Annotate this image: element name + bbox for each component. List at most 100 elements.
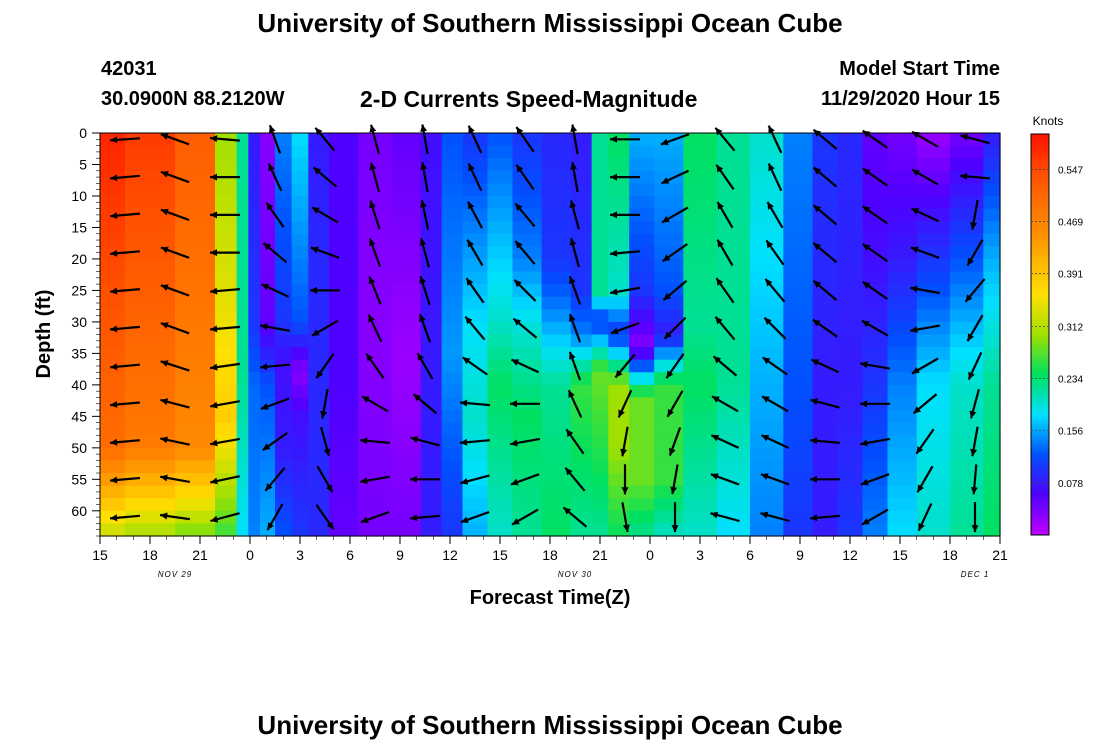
heatmap-cell bbox=[654, 372, 684, 386]
current-vector bbox=[510, 473, 540, 486]
heatmap-cell bbox=[125, 410, 176, 424]
heatmap-cell bbox=[420, 485, 443, 499]
heatmap-cell bbox=[175, 271, 216, 285]
current-vector bbox=[764, 278, 786, 303]
heatmap-cell bbox=[391, 258, 422, 273]
heatmap-cell bbox=[175, 321, 216, 336]
heatmap-cell bbox=[716, 321, 751, 336]
heatmap-cell bbox=[629, 510, 655, 524]
current-vector bbox=[665, 353, 685, 379]
current-vector bbox=[367, 314, 383, 343]
heatmap-cell bbox=[512, 410, 543, 424]
current-vector bbox=[210, 512, 240, 523]
heatmap-cell bbox=[215, 183, 238, 197]
heatmap-cell bbox=[887, 195, 918, 210]
heatmap-cell bbox=[837, 271, 864, 285]
heatmap-cell bbox=[783, 195, 814, 210]
heatmap-cell bbox=[487, 183, 514, 197]
heatmap-cell bbox=[629, 158, 655, 172]
current-vector bbox=[568, 275, 582, 305]
heatmap-cell bbox=[654, 296, 684, 310]
current-vector bbox=[315, 504, 335, 531]
heatmap-cell bbox=[887, 435, 918, 449]
heatmap-cell bbox=[591, 422, 609, 436]
heatmap-cell bbox=[100, 498, 126, 512]
heatmap-cell bbox=[248, 246, 261, 260]
current-vector bbox=[512, 317, 538, 339]
heatmap-cell bbox=[541, 473, 572, 487]
heatmap-cell bbox=[683, 246, 718, 260]
heatmap-cell bbox=[783, 435, 814, 449]
current-vector bbox=[360, 510, 390, 524]
heatmap-cell bbox=[329, 359, 359, 373]
heatmap-cell bbox=[837, 422, 864, 436]
current-vector bbox=[160, 436, 190, 446]
heatmap-cell bbox=[541, 296, 572, 310]
heatmap-cell bbox=[862, 422, 889, 436]
heatmap-cell bbox=[329, 473, 359, 487]
heatmap-cell bbox=[236, 473, 249, 487]
heatmap-cell bbox=[862, 296, 889, 310]
heatmap-cell bbox=[275, 284, 293, 298]
heatmap-cell bbox=[462, 498, 489, 512]
current-vector bbox=[862, 243, 888, 263]
heatmap-cell bbox=[950, 334, 984, 348]
heatmap-cell bbox=[358, 422, 393, 436]
heatmap-cell bbox=[248, 510, 261, 524]
heatmap-cell bbox=[591, 221, 609, 235]
heatmap-cell bbox=[812, 158, 839, 172]
heatmap-cell bbox=[783, 271, 814, 285]
heatmap-cell bbox=[236, 347, 249, 361]
heatmap-cell bbox=[308, 321, 330, 336]
heatmap-cell bbox=[887, 321, 918, 336]
heatmap-cell bbox=[608, 498, 630, 512]
heatmap-cell bbox=[983, 447, 1001, 462]
heatmap-cell bbox=[716, 195, 751, 210]
heatmap-cell bbox=[329, 321, 359, 336]
heatmap-cell bbox=[236, 321, 249, 336]
heatmap-cell bbox=[750, 183, 784, 197]
heatmap-cell bbox=[812, 485, 839, 499]
heatmap-cell bbox=[570, 258, 593, 273]
heatmap-cell bbox=[291, 183, 309, 197]
heatmap-cell bbox=[358, 271, 393, 285]
heatmap-cell bbox=[358, 221, 393, 235]
heatmap-cell bbox=[591, 473, 609, 487]
current-vector bbox=[610, 322, 640, 335]
heatmap-cell bbox=[175, 170, 216, 184]
heatmap-cell bbox=[512, 498, 543, 512]
current-vector bbox=[510, 358, 540, 374]
heatmap-cell bbox=[812, 296, 839, 310]
heatmap-cell bbox=[391, 170, 422, 184]
heatmap-cell bbox=[608, 296, 630, 310]
heatmap-cell bbox=[420, 347, 443, 361]
heatmap-cell bbox=[329, 447, 359, 462]
heatmap-cell bbox=[837, 170, 864, 184]
heatmap-cell bbox=[783, 133, 814, 147]
heatmap-cell bbox=[260, 334, 276, 348]
current-vector bbox=[912, 393, 938, 415]
heatmap-cell bbox=[983, 183, 1001, 197]
current-vector bbox=[160, 284, 190, 297]
heatmap-cell bbox=[654, 473, 684, 487]
current-vector bbox=[264, 467, 286, 492]
heatmap-cell bbox=[983, 347, 1001, 361]
heatmap-cell bbox=[716, 258, 751, 273]
heatmap-cell bbox=[750, 498, 784, 512]
heatmap-cell bbox=[887, 447, 918, 462]
heatmap-cell bbox=[629, 195, 655, 210]
heatmap-cell bbox=[358, 523, 393, 537]
heatmap-cell bbox=[487, 296, 514, 310]
heatmap-cell bbox=[512, 133, 543, 147]
heatmap-cell bbox=[716, 170, 751, 184]
heatmap-cell bbox=[215, 158, 238, 172]
heatmap-cell bbox=[683, 447, 718, 462]
heatmap-cell bbox=[837, 296, 864, 310]
current-vector bbox=[569, 237, 580, 268]
heatmap-cell bbox=[125, 422, 176, 436]
heatmap-cell bbox=[541, 460, 572, 474]
heatmap-cell bbox=[950, 284, 984, 298]
heatmap-cell bbox=[608, 258, 630, 273]
heatmap-cell bbox=[608, 359, 630, 373]
